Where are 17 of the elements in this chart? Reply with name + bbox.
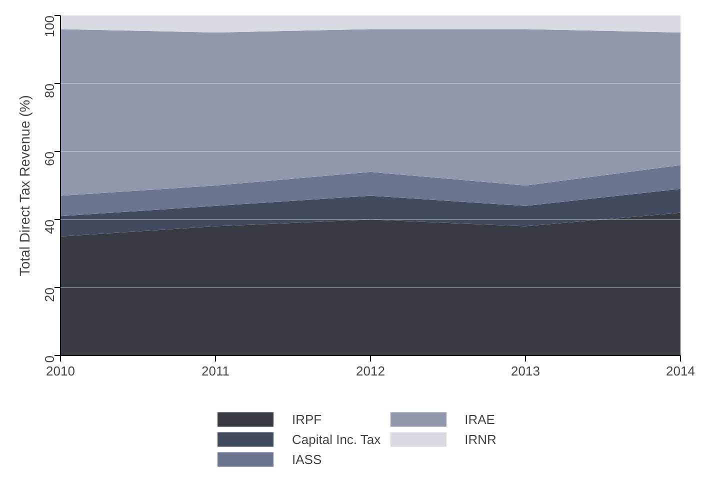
x-tick-label: 2010 bbox=[46, 364, 75, 378]
y-tick-label: 0 bbox=[42, 355, 57, 363]
x-tick-label: 2012 bbox=[356, 364, 385, 378]
x-tick-label: 2014 bbox=[666, 364, 695, 378]
legend-label: IASS bbox=[292, 452, 322, 466]
legend-label: IRNR bbox=[464, 432, 496, 446]
y-tick-label: 40 bbox=[42, 219, 57, 234]
legend-label: IRAE bbox=[464, 412, 495, 426]
x-tick-label: 2011 bbox=[202, 364, 230, 378]
y-tick-label: 100 bbox=[42, 15, 57, 38]
y-tick-label: 60 bbox=[42, 151, 57, 166]
y-tick-label: 80 bbox=[42, 83, 57, 98]
x-tick-label: 2013 bbox=[511, 364, 540, 378]
legend-label: IRPF bbox=[292, 412, 322, 426]
y-tick-label: 20 bbox=[42, 287, 57, 302]
y-axis-title: Total Direct Tax Revenue (%) bbox=[16, 95, 32, 276]
legend-label: Capital Inc. Tax bbox=[292, 432, 381, 446]
